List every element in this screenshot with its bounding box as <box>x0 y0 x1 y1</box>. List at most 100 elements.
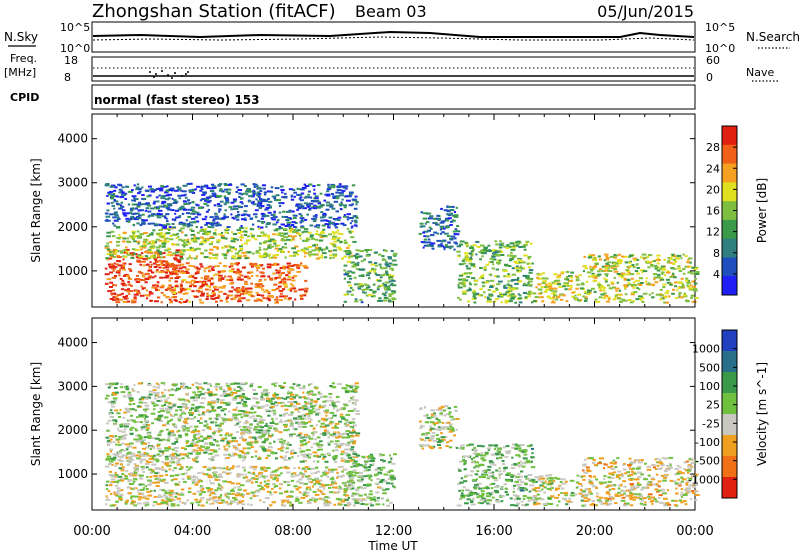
velocity-cell <box>308 437 314 440</box>
power-cell <box>566 278 570 281</box>
velocity-cell <box>164 481 169 484</box>
velocity-cell <box>164 502 168 505</box>
power-cell <box>201 198 206 200</box>
velocity-cell <box>303 406 309 409</box>
velocity-cell <box>106 480 110 483</box>
cpid-label: CPID <box>10 91 39 104</box>
velocity-cell <box>255 475 259 478</box>
velocity-cell <box>143 436 148 439</box>
power-cell <box>204 256 209 259</box>
velocity-cell <box>167 420 172 423</box>
velocity-cell <box>162 478 166 481</box>
power-cell <box>688 287 694 290</box>
power-cell <box>459 240 465 243</box>
power-cell <box>244 283 249 286</box>
power-cell <box>678 291 682 294</box>
power-cell <box>230 213 233 216</box>
velocity-cell <box>235 406 239 409</box>
power-cell <box>304 252 309 255</box>
power-cell <box>562 294 566 297</box>
velocity-cell <box>190 476 196 479</box>
power-cell <box>507 265 512 267</box>
power-cell <box>214 215 219 218</box>
power-cell <box>485 280 490 283</box>
velocity-cell <box>192 492 197 495</box>
power-cell <box>125 246 128 249</box>
power-cell <box>314 233 319 235</box>
power-cell <box>199 263 203 266</box>
velocity-cell <box>270 473 275 476</box>
power-cell <box>475 253 478 256</box>
power-cell <box>203 270 206 273</box>
velocity-cell <box>218 478 221 481</box>
velocity-cell <box>230 500 236 503</box>
power-cell <box>620 255 625 258</box>
velocity-cell <box>302 396 307 399</box>
power-cell <box>392 291 396 294</box>
velocity-cell <box>243 401 247 403</box>
power-cell <box>158 266 162 269</box>
power-cell <box>272 256 278 259</box>
power-cell <box>208 269 211 272</box>
power-cell <box>155 207 160 210</box>
power-cell <box>594 262 599 265</box>
power-cell <box>224 209 227 212</box>
power-cell <box>210 223 215 226</box>
power-cell <box>519 265 523 268</box>
power-cell <box>593 290 597 293</box>
power-cell <box>293 228 296 231</box>
power-cell <box>369 289 373 291</box>
velocity-cell <box>333 460 338 463</box>
power-cell <box>155 196 159 199</box>
velocity-cell <box>258 435 263 438</box>
power-cell <box>161 200 166 203</box>
power-cell <box>343 269 346 272</box>
power-cell <box>623 255 628 258</box>
power-cell <box>120 251 124 254</box>
power-cell <box>457 255 460 258</box>
power-cell <box>343 204 347 207</box>
power-cell <box>694 266 699 269</box>
velocity-cell <box>233 391 238 394</box>
power-cell <box>167 286 170 289</box>
velocity-cell <box>295 496 299 499</box>
power-cell <box>155 246 161 249</box>
power-cell <box>267 275 271 278</box>
power-cell <box>278 289 284 292</box>
velocity-cell <box>129 474 133 477</box>
power-cell <box>604 269 608 272</box>
velocity-cell <box>286 471 291 474</box>
velocity-cell <box>342 403 347 405</box>
velocity-cell <box>303 408 308 410</box>
power-cell <box>275 221 279 224</box>
velocity-cell <box>250 472 254 475</box>
power-cell <box>558 294 561 297</box>
power-cell <box>158 194 161 197</box>
power-cell <box>516 287 519 290</box>
velocity-cell <box>114 484 119 487</box>
velocity-cell <box>337 465 343 468</box>
velocity-cell <box>199 422 203 424</box>
power-cell <box>376 286 379 289</box>
power-cell <box>126 253 132 256</box>
power-cell <box>137 203 142 206</box>
velocity-cell <box>115 443 118 446</box>
velocity-cell <box>150 460 154 463</box>
power-cell <box>322 252 327 255</box>
power-cell <box>568 285 573 287</box>
velocity-cell <box>233 446 237 449</box>
velocity-cell <box>218 476 223 478</box>
power-cell <box>213 257 218 260</box>
velocity-cell <box>308 501 311 504</box>
power-cell <box>683 294 687 297</box>
power-cell <box>212 194 218 197</box>
power-cell <box>239 245 243 248</box>
power-cell <box>200 185 206 188</box>
power-cell <box>523 248 527 251</box>
velocity-cell <box>241 433 245 436</box>
power-cell <box>211 292 216 295</box>
power-cell <box>497 250 503 253</box>
power-cell <box>186 225 190 228</box>
power-cell <box>328 233 332 236</box>
power-cell <box>392 290 397 293</box>
